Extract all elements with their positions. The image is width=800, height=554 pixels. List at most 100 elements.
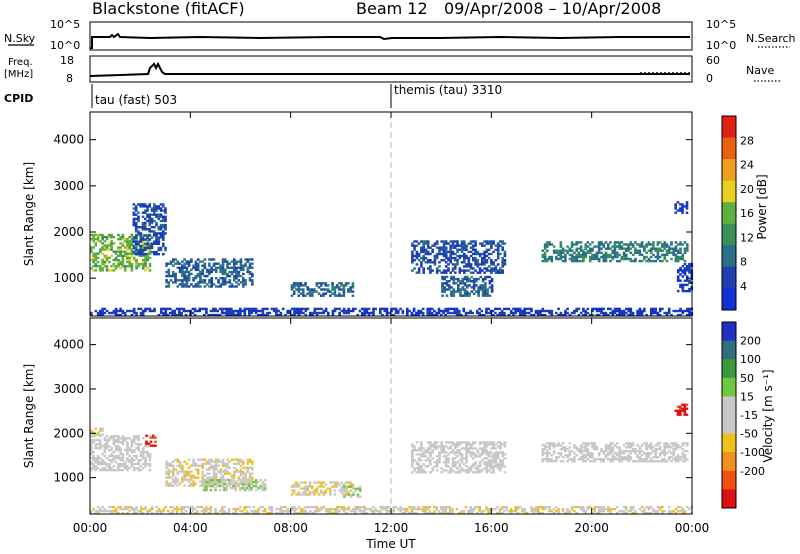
range-cell <box>454 465 457 468</box>
range-cell <box>444 252 448 256</box>
range-cell <box>613 452 617 455</box>
range-cell <box>665 243 669 246</box>
range-cell <box>447 447 450 450</box>
range-cell <box>275 309 278 313</box>
range-cell <box>676 458 680 461</box>
range-cell <box>212 472 216 475</box>
range-cell <box>557 313 560 317</box>
range-cell <box>192 476 195 479</box>
range-cell <box>90 429 93 432</box>
range-cell <box>90 512 93 515</box>
range-cell <box>135 506 138 509</box>
range-cell <box>412 313 416 317</box>
range-cell <box>503 242 507 245</box>
range-cell <box>466 286 469 289</box>
range-cell <box>315 491 319 494</box>
range-cell <box>501 256 504 260</box>
range-cell <box>130 233 134 237</box>
range-cell <box>521 313 524 317</box>
range-cell <box>681 508 685 511</box>
range-cell <box>297 307 301 311</box>
range-cell <box>254 512 258 515</box>
range-cell <box>681 287 685 291</box>
range-cell <box>181 274 184 278</box>
range-cell <box>451 463 455 466</box>
range-cell <box>555 506 558 509</box>
range-cell <box>162 223 165 227</box>
range-cell <box>568 512 572 515</box>
range-cell <box>643 508 646 511</box>
range-cell <box>620 247 624 250</box>
range-cell <box>543 245 547 248</box>
range-cell <box>178 307 181 311</box>
range-cell <box>295 493 298 496</box>
range-cell <box>248 487 251 490</box>
range-cell <box>665 259 669 263</box>
range-cell <box>688 267 691 270</box>
range-cell <box>201 478 204 481</box>
range-cell <box>126 508 129 511</box>
range-cell <box>573 460 576 463</box>
range-cell <box>476 469 480 472</box>
range-cell <box>487 465 491 468</box>
range-cell <box>480 512 484 515</box>
range-cell <box>582 450 585 453</box>
range-cell <box>248 483 251 486</box>
range-cell <box>525 512 529 515</box>
range-cell <box>492 263 495 266</box>
range-cell <box>114 441 118 444</box>
range-cell <box>634 257 637 261</box>
range-cell <box>105 258 109 262</box>
range-cell <box>235 266 238 269</box>
range-cell <box>112 269 116 272</box>
range-cell <box>90 267 93 270</box>
range-cell <box>185 268 189 272</box>
range-cell <box>128 246 131 249</box>
range-cell <box>157 238 161 241</box>
range-cell <box>383 307 387 311</box>
range-cell <box>403 508 407 511</box>
range-cell <box>338 510 341 513</box>
range-cell <box>622 444 626 447</box>
range-cell <box>656 249 660 252</box>
range-cell <box>144 465 147 468</box>
range-cell <box>482 313 486 317</box>
range-cell <box>620 460 624 463</box>
range-cell <box>239 488 242 492</box>
range-cell <box>239 262 243 265</box>
range-cell <box>313 309 317 313</box>
range-cell <box>478 441 482 444</box>
range-cell <box>415 508 418 511</box>
range-cell <box>169 482 173 485</box>
range-cell <box>686 309 689 313</box>
range-cell <box>503 254 507 258</box>
range-cell <box>417 269 421 272</box>
range-cell <box>454 463 457 466</box>
range-cell <box>638 448 642 451</box>
range-cell <box>550 454 554 457</box>
range-cell <box>126 506 129 509</box>
range-cell <box>169 307 172 311</box>
range-cell <box>649 452 653 455</box>
range-cell <box>178 270 182 274</box>
range-cell <box>349 493 353 496</box>
range-cell <box>485 259 489 262</box>
range-cell <box>327 512 330 515</box>
range-cell <box>277 313 280 317</box>
range-cell <box>552 442 556 445</box>
range-cell <box>465 443 468 446</box>
range-cell <box>237 458 241 461</box>
range-cell <box>548 309 551 313</box>
range-cell <box>202 313 206 317</box>
range-cell <box>667 444 671 447</box>
range-cell <box>210 466 213 469</box>
range-cell <box>135 447 138 450</box>
range-cell <box>438 248 441 251</box>
range-cell <box>440 467 443 470</box>
range-cell <box>411 465 414 468</box>
range-cell <box>672 442 675 445</box>
colorbar-tick-label: 16 <box>740 207 754 220</box>
range-cell <box>631 448 635 451</box>
range-cell <box>167 474 171 477</box>
range-cell <box>210 285 213 288</box>
